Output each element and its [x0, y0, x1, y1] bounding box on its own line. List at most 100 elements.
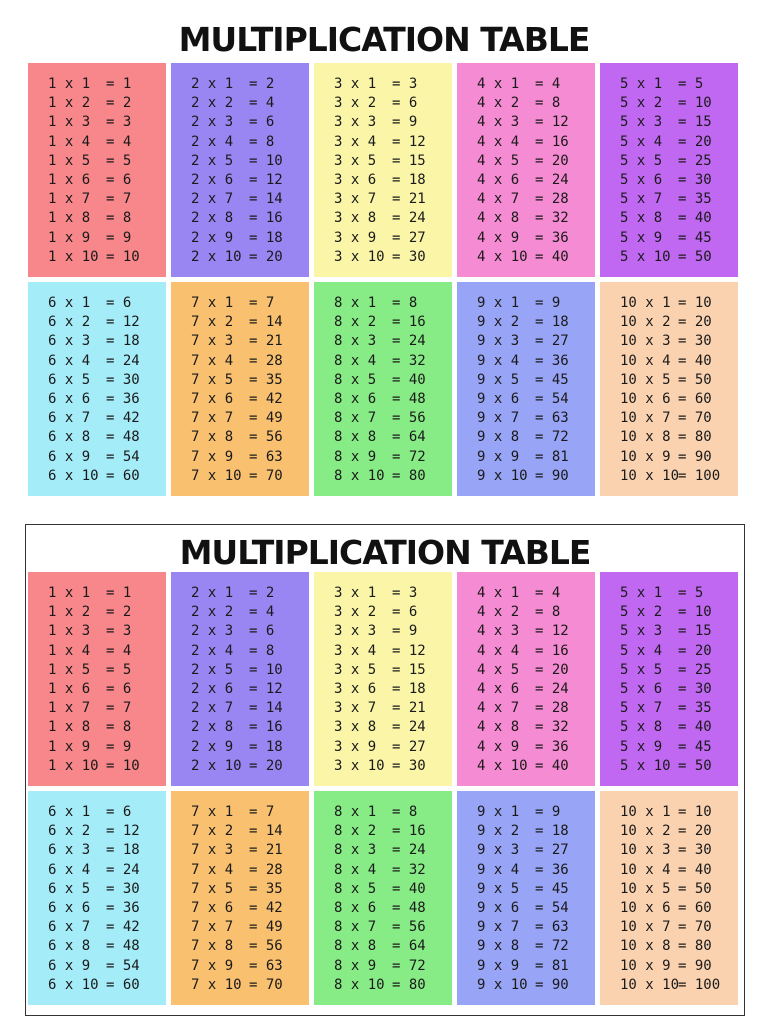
equation-result: = 14 [249, 191, 283, 208]
table-row: 10 x 8 = 80 [600, 428, 738, 447]
equation-factors: 7 x 1 [191, 295, 234, 311]
table-row: 1 x 2 = 2 [28, 603, 166, 622]
equation-result: = 48 [392, 899, 426, 916]
equation-result: = 35 [249, 371, 283, 388]
table-row: 3 x 1 = 3 [314, 75, 452, 94]
table-row: 6 x 10 = 60 [28, 976, 166, 995]
table-row: 8 x 1 = 8 [314, 803, 452, 822]
table-row: 8 x 8 = 64 [314, 937, 452, 956]
equation-result: = 80 [392, 976, 426, 993]
table-row: 1 x 9 = 9 [28, 229, 166, 248]
equation-factors: 10 x 6 [620, 390, 671, 407]
equation-factors: 7 x 3 [191, 333, 234, 350]
equation-factors: 8 x 4 [334, 352, 377, 369]
table-row: 9 x 7 = 63 [457, 918, 595, 937]
table-row: 1 x 4 = 4 [28, 642, 166, 661]
equation-factors: 6 x 4 [48, 352, 91, 369]
equation-result: = 72 [392, 448, 426, 465]
table-row: 6 x 3 = 18 [28, 332, 166, 351]
equation-factors: 9 x 4 [477, 861, 520, 878]
table-row: 2 x 5 = 10 [171, 661, 309, 680]
table-row: 3 x 4 = 12 [314, 642, 452, 661]
equation-factors: 6 x 6 [48, 390, 91, 407]
table-row: 3 x 2 = 6 [314, 603, 452, 622]
equation-factors: 2 x 10 [191, 757, 242, 774]
equation-factors: 5 x 2 [620, 95, 663, 112]
equation-result: = 16 [392, 314, 426, 331]
equation-result: = 81 [535, 448, 569, 465]
equation-factors: 1 x 8 [48, 210, 91, 227]
equation-result: = 56 [392, 410, 426, 427]
equation-result: = 14 [249, 823, 283, 840]
equation-result: = 90 [535, 976, 569, 993]
table-1-cell: 1 x 1 = 1 1 x 2 = 2 1 x 3 = 3 1 x 4 = 4 1 x 5 = 5… [28, 572, 166, 786]
table-row: 5 x 2 = 10 [600, 603, 738, 622]
table-row: 9 x 8 = 72 [457, 428, 595, 447]
equation-factors: 9 x 5 [477, 880, 520, 897]
equation-result: = 10 [249, 661, 283, 678]
table-row: 4 x 10 = 40 [457, 757, 595, 776]
equation-result: = 8 [392, 295, 418, 311]
equation-result: = 5 [106, 661, 132, 678]
equation-result: = 10 [678, 95, 712, 112]
equation-factors: 10 x 10 [620, 467, 680, 484]
equation-factors: 5 x 8 [620, 719, 663, 736]
equation-factors: 8 x 9 [334, 448, 377, 465]
equation-result: = 42 [249, 899, 283, 916]
table-row: 1 x 4 = 4 [28, 133, 166, 152]
equation-factors: 9 x 1 [477, 804, 520, 820]
equation-result: = 36 [106, 899, 140, 916]
equation-factors: 3 x 4 [334, 642, 377, 659]
table-7-cell: 7 x 1 = 7 7 x 2 = 14 7 x 3 = 21 7 x 4 = 28 7 x 5… [171, 282, 309, 496]
equation-factors: 9 x 9 [477, 957, 520, 974]
equation-factors: 5 x 10 [620, 757, 671, 774]
table-row: 10 x 5 = 50 [600, 880, 738, 899]
chart-title: MULTIPLICATION TABLE [178, 20, 591, 59]
equation-factors: 10 x 1 [620, 804, 671, 820]
table-4-cell: 4 x 1 = 4 4 x 2 = 8 4 x 3 = 12 4 x 4 = 16 4 x 5 =… [457, 572, 595, 786]
equation-factors: 1 x 6 [48, 680, 91, 697]
equation-factors: 4 x 4 [477, 642, 520, 659]
table-row: 6 x 2 = 12 [28, 313, 166, 332]
table-row: 9 x 5 = 45 [457, 371, 595, 390]
equation-result: = 18 [106, 842, 140, 859]
equation-factors: 3 x 10 [334, 248, 385, 265]
table-row: 5 x 5 = 25 [600, 661, 738, 680]
table-row: 5 x 6 = 30 [600, 680, 738, 699]
equation-result: = 28 [249, 352, 283, 369]
equation-result: = 1 [106, 76, 132, 92]
table-2-cell: 2 x 1 = 2 2 x 2 = 4 2 x 3 = 6 2 x 4 = 8 2 x 5 = 1… [171, 572, 309, 786]
equation-factors: 1 x 2 [48, 95, 91, 112]
table-row: 3 x 7 = 21 [314, 190, 452, 209]
equation-result: = 9 [392, 623, 418, 640]
equation-factors: 7 x 4 [191, 861, 234, 878]
equation-factors: 3 x 7 [334, 191, 377, 208]
table-row: 10 x 8 = 80 [600, 937, 738, 956]
table-row: 7 x 6 = 42 [171, 390, 309, 409]
equation-result: = 15 [392, 661, 426, 678]
equation-result: = 24 [392, 333, 426, 350]
equation-result: = 28 [535, 191, 569, 208]
table-row: 4 x 3 = 12 [457, 113, 595, 132]
table-row: 1 x 2 = 2 [28, 94, 166, 113]
table-row: 8 x 4 = 32 [314, 861, 452, 880]
table-row: 3 x 1 = 3 [314, 584, 452, 603]
table-row: 1 x 7 = 7 [28, 699, 166, 718]
table-row: 2 x 4 = 8 [171, 133, 309, 152]
equation-result: = 40 [535, 248, 569, 265]
equation-factors: 6 x 8 [48, 938, 91, 955]
table-row: 2 x 3 = 6 [171, 113, 309, 132]
table-row: 9 x 9 = 81 [457, 957, 595, 976]
table-row: 1 x 6 = 6 [28, 171, 166, 190]
table-row: 5 x 3 = 15 [600, 113, 738, 132]
equation-factors: 6 x 2 [48, 823, 91, 840]
equation-result: = 16 [249, 210, 283, 227]
equation-factors: 4 x 7 [477, 191, 520, 208]
table-8-cell: 8 x 1 = 8 8 x 2 = 16 8 x 3 = 24 8 x 4 = 32 8 x 5… [314, 282, 452, 496]
equation-result: = 6 [106, 680, 132, 697]
equation-result: = 40 [392, 371, 426, 388]
equation-result: = 14 [249, 314, 283, 331]
equation-factors: 1 x 10 [48, 757, 99, 774]
table-row: 9 x 1 = 9 [457, 803, 595, 822]
